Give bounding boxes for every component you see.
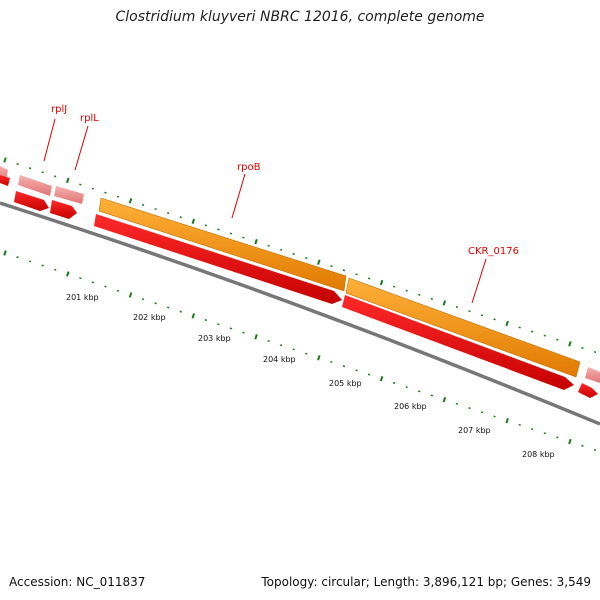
pink-feature-rplL	[54, 186, 84, 204]
scale-label-202: 202 kbp	[133, 313, 166, 322]
genome-summary-text: Topology: circular; Length: 3,896,121 bp…	[261, 575, 591, 589]
gene-arrow-right-edge	[578, 383, 598, 398]
scale-label-203: 203 kbp	[198, 334, 231, 343]
outer-tick-ring	[3, 157, 597, 354]
gene-label-CKR_0176: CKR_0176	[468, 246, 519, 257]
scale-ring-major-tick	[254, 334, 258, 340]
outer-ring-major-tick	[191, 218, 196, 224]
accession-text: Accession: NC_011837	[9, 575, 146, 589]
pink-feature-rplJ	[18, 175, 52, 196]
scale-label-205: 205 kbp	[329, 379, 362, 388]
scale-ring-major-tick	[442, 397, 447, 403]
outer-ring-major-tick	[568, 341, 572, 347]
scale-ring-major-tick	[191, 313, 196, 319]
genome-backbone	[0, 201, 600, 426]
cds-orange-2	[345, 277, 581, 378]
gene-arrow-left-edge	[0, 175, 10, 186]
gene-label-rpoB: rpoB	[237, 162, 261, 173]
scale-label-206: 206 kbp	[394, 402, 427, 411]
scale-label-201: 201 kbp	[66, 293, 99, 302]
outer-ring-major-tick	[505, 320, 509, 327]
outer-ring-major-tick	[254, 239, 258, 245]
gene-label-rplJ: rplJ	[51, 104, 67, 115]
outer-ring-major-tick	[128, 198, 133, 204]
leader-rpoB	[231, 173, 246, 219]
inner-tick-ring	[3, 250, 597, 452]
gene-arrow-rplJ	[14, 191, 49, 211]
leader-CKR_0176	[471, 258, 487, 304]
outer-ring-major-tick	[379, 279, 384, 286]
leader-rplJ	[43, 118, 56, 162]
gene-arrow-rpoB	[94, 214, 342, 304]
scale-ring-major-tick	[317, 355, 321, 361]
scale-ring-major-tick	[128, 292, 133, 298]
scale-label-208: 208 kbp	[522, 450, 555, 459]
outer-ring-major-tick	[66, 177, 70, 184]
scale-label-204: 204 kbp	[263, 355, 296, 364]
cds-orange-1	[98, 197, 347, 292]
pink-feature-right-edge	[585, 367, 600, 383]
scale-ring-major-tick	[505, 417, 509, 424]
outer-ring-major-tick	[317, 259, 321, 265]
outer-ring-major-tick	[442, 300, 447, 306]
scale-ring-major-tick	[568, 438, 572, 445]
scale-ring-major-tick	[379, 376, 384, 382]
scale-ring-major-tick	[66, 271, 70, 277]
scale-label-207: 207 kbp	[458, 426, 491, 435]
gene-label-rplL: rplL	[80, 113, 99, 124]
scale-ring-major-tick	[3, 250, 7, 256]
gene-arrow-rplL	[50, 200, 77, 219]
map-title: Clostridium kluyveri NBRC 12016, complet…	[115, 9, 485, 25]
outer-ring-major-tick	[3, 157, 7, 163]
gene-arrow-CKR_0176	[342, 295, 574, 390]
leader-rplL	[74, 125, 89, 171]
